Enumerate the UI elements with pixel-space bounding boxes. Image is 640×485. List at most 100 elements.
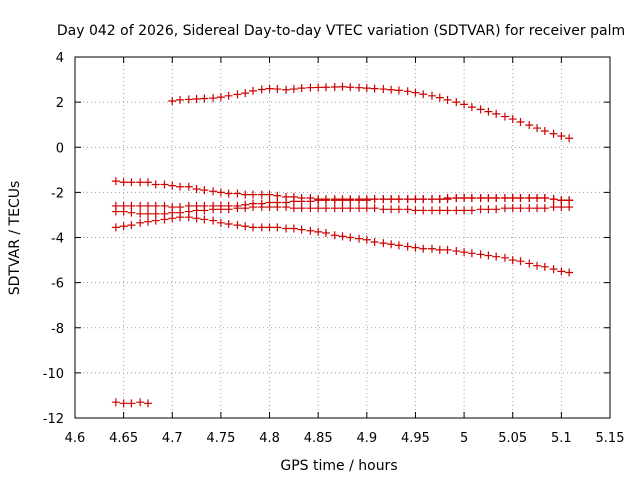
data-point [435,93,444,102]
data-point [492,252,501,261]
data-point [549,203,558,212]
data-point [476,105,485,114]
data-point [484,205,493,214]
data-point [314,83,323,92]
tick-layer: 4.6 4.65 4.7 4.75 4.8 4.85 4.9 4.95 5 5.05 5.1 5.15… [43,51,625,446]
data-point [257,203,266,212]
data-point [460,194,469,203]
data-point [516,204,525,213]
y-tick-label: -10 [43,367,64,382]
data-point [249,190,258,199]
data-point [151,180,160,189]
data-point [467,103,476,112]
data-point [460,206,469,215]
data-point [200,186,209,195]
data-point [330,83,339,92]
data-point [338,204,347,213]
data-point [500,253,509,262]
data-point [314,227,323,236]
data-point [297,84,306,93]
data-point [549,129,558,138]
data-point [192,206,201,215]
data-point [111,223,120,232]
data-point [273,203,282,212]
data-point [492,205,501,214]
data-point [355,196,364,205]
x-tick-label: 5.1 [551,431,572,446]
x-axis-label: GPS time / hours [280,458,397,474]
data-point [411,206,420,215]
data-point [557,203,566,212]
data-point [273,191,282,200]
data-point [387,240,396,249]
data-point [362,204,371,213]
data-point [387,85,396,94]
data-point [216,93,225,102]
data-point [484,107,493,116]
data-point [443,245,452,254]
data-point [160,215,169,224]
series-satellite-lower [111,213,574,277]
data-point [452,206,461,215]
data-point [233,204,242,213]
data-point [394,205,403,214]
data-point [136,218,145,227]
data-point [192,184,201,193]
data-point [273,85,282,94]
data-point [184,182,193,191]
data-point [297,197,306,206]
data-point [533,194,542,203]
data-point [476,194,485,203]
data-point [314,196,323,205]
data-point [516,257,525,266]
y-tick-label: 0 [56,141,64,156]
data-point [168,214,177,223]
data-point [289,85,298,94]
data-point [500,112,509,121]
data-point [136,201,145,210]
x-tick-label: 5.05 [498,431,527,446]
data-point [184,213,193,222]
data-point [176,182,185,191]
data-point [394,241,403,250]
data-point [184,95,193,104]
data-point [394,195,403,204]
x-tick-label: 4.75 [206,431,235,446]
data-point [557,196,566,205]
data-point [379,195,388,204]
data-point [460,248,469,257]
data-point [427,91,436,100]
data-point [484,251,493,260]
data-point [346,233,355,242]
data-point [403,242,412,251]
data-point [143,217,152,226]
data-point [321,196,330,205]
data-point [216,188,225,197]
data-point [362,84,371,93]
data-point [273,223,282,232]
data-point [119,207,128,216]
data-point [306,197,315,206]
data-point [176,95,185,104]
data-point [346,83,355,92]
data-point [321,228,330,237]
data-point [338,232,347,241]
data-point [143,178,152,187]
data-point [508,115,517,124]
data-point [192,94,201,103]
data-point [192,214,201,223]
data-point [540,262,549,271]
data-point [330,196,339,205]
data-point [443,206,452,215]
data-point [346,196,355,205]
data-point [362,196,371,205]
data-point [565,268,574,277]
x-tick-label: 4.8 [259,431,280,446]
data-point [338,196,347,205]
data-point [143,201,152,210]
data-point [209,187,218,196]
data-point [216,205,225,214]
y-tick-label: -8 [51,322,64,337]
data-point [362,235,371,244]
